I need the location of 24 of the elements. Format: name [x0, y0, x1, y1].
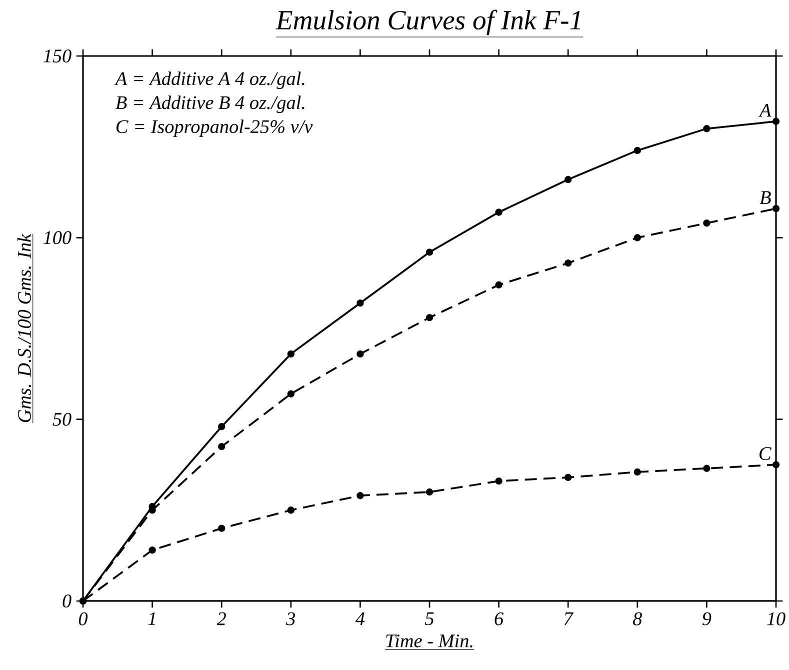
series-label: A — [758, 104, 772, 117]
y-axis-title: Gms. D.S./100 Gms. Ink — [17, 234, 32, 422]
x-tick-label: 2 — [216, 612, 226, 626]
x-tick-label: 8 — [633, 612, 642, 626]
x-tick-label: 1 — [148, 612, 156, 626]
x-tick-label: 3 — [286, 612, 296, 626]
x-tick-label: 0 — [78, 612, 88, 626]
y-tick-label: 100 — [44, 231, 72, 244]
x-tick-label: 7 — [564, 612, 574, 625]
x-tick-label: 4 — [355, 612, 365, 625]
y-tick-label: 0 — [62, 594, 72, 608]
x-tick-label: 5 — [424, 612, 434, 626]
series-label: C — [760, 447, 772, 460]
x-tick-label: 9 — [702, 612, 712, 626]
y-tick-label: 50 — [52, 412, 72, 426]
annotation: A = Additive A 4 oz./gal. — [114, 72, 304, 89]
annotation: B = Additive B 4 oz./gal. — [116, 96, 304, 113]
x-tick-label: 6 — [494, 612, 504, 626]
chart-title: Emulsion Curves of Ink F-1 — [276, 10, 580, 36]
series-label: B — [760, 191, 771, 204]
x-tick-label: 10 — [767, 612, 786, 626]
x-axis-title: Time - Min. — [386, 634, 472, 648]
annotation: C = Isopropanol-25% v/v — [116, 120, 313, 137]
y-tick-label: 150 — [44, 50, 72, 62]
